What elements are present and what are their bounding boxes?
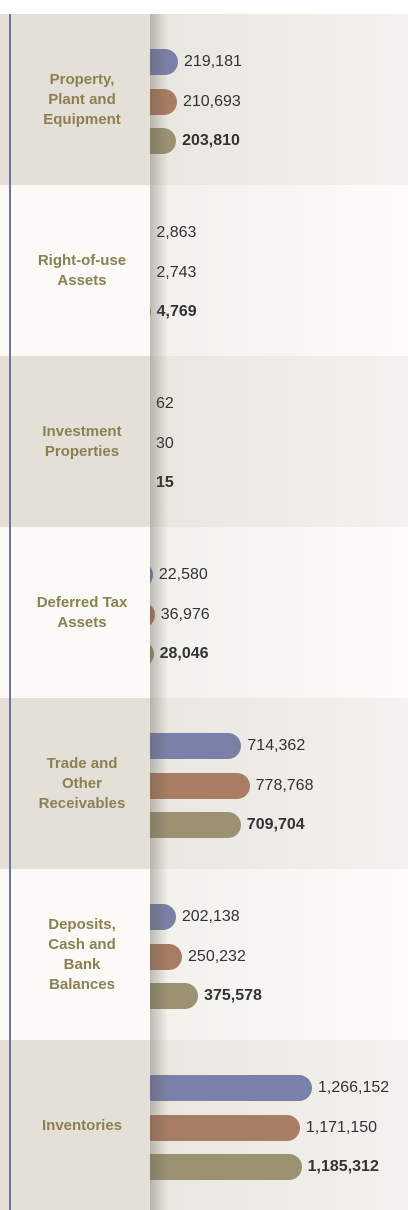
value-label: 1,171,150 xyxy=(305,1119,378,1136)
value-label: 778,768 xyxy=(255,777,314,794)
bar xyxy=(132,773,250,799)
value-label: 36,976 xyxy=(160,606,210,623)
value-label: 210,693 xyxy=(182,93,241,110)
value-label: 202,138 xyxy=(181,908,240,925)
bar xyxy=(132,1115,300,1141)
category-label: Deferred Tax Assets xyxy=(36,593,128,631)
bar xyxy=(132,1075,312,1101)
value-label: 28,046 xyxy=(159,645,209,662)
value-label: 30 xyxy=(156,431,174,457)
value-label: 62 xyxy=(156,391,174,417)
category-label: Deposits, Cash and Bank Balances xyxy=(48,915,116,993)
category-panel: Inventories 1,266,152 1,171,150 1,185,312 xyxy=(0,1040,408,1210)
left-rule xyxy=(9,14,11,1210)
shadow xyxy=(150,14,168,185)
bar xyxy=(132,1154,302,1180)
value-label: 22,580 xyxy=(158,566,208,583)
category-label: Property, Plant and Equipment xyxy=(43,70,121,128)
category-cell: Investment Properties xyxy=(0,356,150,527)
category-panel: Property, Plant and Equipment 219,181 210,… xyxy=(0,14,408,185)
value-label: 250,232 xyxy=(188,948,246,965)
value-label: 714,362 xyxy=(247,737,306,754)
value-label: 375,578 xyxy=(204,987,262,1004)
category-cell: Right-of-use Assets xyxy=(0,185,150,356)
category-label: Investment Properties xyxy=(42,422,122,460)
category-cell: Property, Plant and Equipment xyxy=(0,14,150,185)
category-cell: Inventories xyxy=(0,1040,150,1210)
category-panel: Trade and Other Receivables 714,362 778,76… xyxy=(0,698,408,869)
category-label: Trade and Other Receivables xyxy=(38,754,126,812)
category-panel: Deferred Tax Assets 22,580 36,976 28,046 xyxy=(0,527,408,698)
value-label: 219,181 xyxy=(184,53,242,70)
value-label: 709,704 xyxy=(246,816,305,833)
category-label: Inventories xyxy=(41,1116,123,1134)
category-cell: Deposits, Cash and Bank Balances xyxy=(0,869,150,1040)
value-label: 2,863 xyxy=(156,224,197,241)
bar xyxy=(132,733,242,759)
value-label: 4,769 xyxy=(156,303,197,320)
category-panel: Deposits, Cash and Bank Balances 202,138 2… xyxy=(0,869,408,1040)
shadow xyxy=(150,185,168,356)
shadow xyxy=(150,698,168,869)
value-label: 2,743 xyxy=(156,264,197,281)
bar xyxy=(132,812,241,838)
category-panel: Investment Properties 62 30 15 xyxy=(0,356,408,527)
shadow xyxy=(150,1040,168,1210)
shadow xyxy=(150,869,168,1040)
value-label: 1,266,152 xyxy=(318,1079,390,1096)
value-label: 1,185,312 xyxy=(307,1158,379,1175)
category-cell: Trade and Other Receivables xyxy=(0,698,150,869)
shadow xyxy=(150,356,168,527)
category-cell: Deferred Tax Assets xyxy=(0,527,150,698)
shadow xyxy=(150,527,168,698)
value-label: 203,810 xyxy=(182,132,240,149)
category-label: Right-of-use Assets xyxy=(37,251,127,289)
value-label: 15 xyxy=(156,470,174,496)
category-panel: Right-of-use Assets 2,863 2,743 4,769 xyxy=(0,185,408,356)
